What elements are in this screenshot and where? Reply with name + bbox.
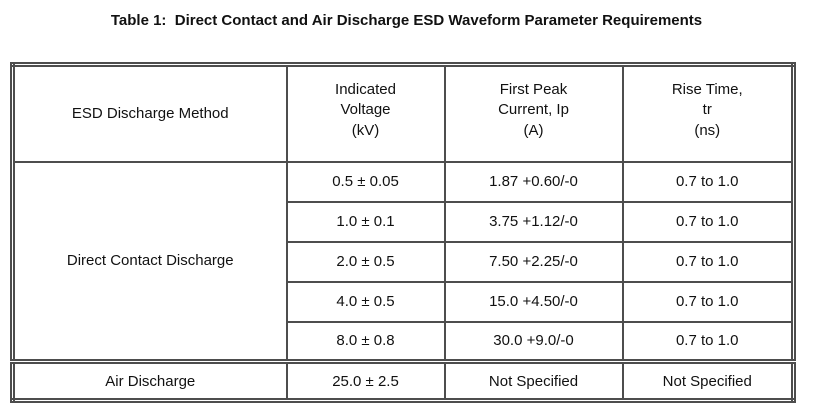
current-cell: Not Specified — [443, 359, 624, 402]
voltage-cell: 8.0 ± 0.8 — [285, 320, 446, 363]
table-row: Direct Contact Discharge 0.5 ± 0.05 1.87… — [11, 160, 795, 363]
table-row: 1.0 ± 0.1 3.75 +1.12/-0 0.7 to 1.0 — [13, 200, 795, 243]
current-cell: 30.0 +9.0/-0 — [443, 320, 624, 363]
table-row: 4.0 ± 0.5 15.0 +4.50/-0 0.7 to 1.0 — [13, 280, 795, 323]
esd-parameter-table: ESD Discharge Method Indicated Voltage (… — [10, 62, 796, 403]
table-row: 2.0 ± 0.5 7.50 +2.25/-0 0.7 to 1.0 — [13, 240, 795, 283]
rise-time-cell: 0.7 to 1.0 — [621, 200, 795, 243]
current-cell: 15.0 +4.50/-0 — [443, 280, 624, 323]
current-cell: 7.50 +2.25/-0 — [443, 240, 624, 283]
table-header-row: ESD Discharge Method Indicated Voltage (… — [11, 63, 795, 163]
column-header-indicated-voltage: Indicated Voltage (kV) — [285, 63, 446, 163]
rise-time-cell: 0.7 to 1.0 — [621, 280, 795, 323]
method-cell-air-discharge: Air Discharge — [11, 359, 288, 402]
current-cell: 3.75 +1.12/-0 — [443, 200, 624, 243]
voltage-cell: 25.0 ± 2.5 — [285, 359, 446, 402]
column-header-esd-discharge-method: ESD Discharge Method — [11, 63, 288, 163]
voltage-cell: 0.5 ± 0.05 — [285, 160, 446, 203]
column-header-rise-time: Rise Time, tr (ns) — [621, 63, 795, 163]
rise-time-cell: 0.7 to 1.0 — [621, 240, 795, 283]
table-title: Table 1: Direct Contact and Air Discharg… — [110, 12, 703, 29]
rise-time-cell: Not Specified — [621, 359, 795, 402]
voltage-cell: 4.0 ± 0.5 — [285, 280, 446, 323]
current-cell: 1.87 +0.60/-0 — [443, 160, 624, 203]
rise-time-cell: 0.7 to 1.0 — [621, 320, 795, 363]
column-header-first-peak-current: First Peak Current, Ip (A) — [443, 63, 624, 163]
voltage-cell: 2.0 ± 0.5 — [285, 240, 446, 283]
method-cell-direct-contact-discharge: Direct Contact Discharge — [11, 160, 288, 363]
table-row-air-discharge: Air Discharge 25.0 ± 2.5 Not Specified N… — [11, 359, 795, 402]
table-row: 8.0 ± 0.8 30.0 +9.0/-0 0.7 to 1.0 — [13, 320, 795, 363]
voltage-cell: 1.0 ± 0.1 — [285, 200, 446, 243]
rise-time-cell: 0.7 to 1.0 — [621, 160, 795, 203]
